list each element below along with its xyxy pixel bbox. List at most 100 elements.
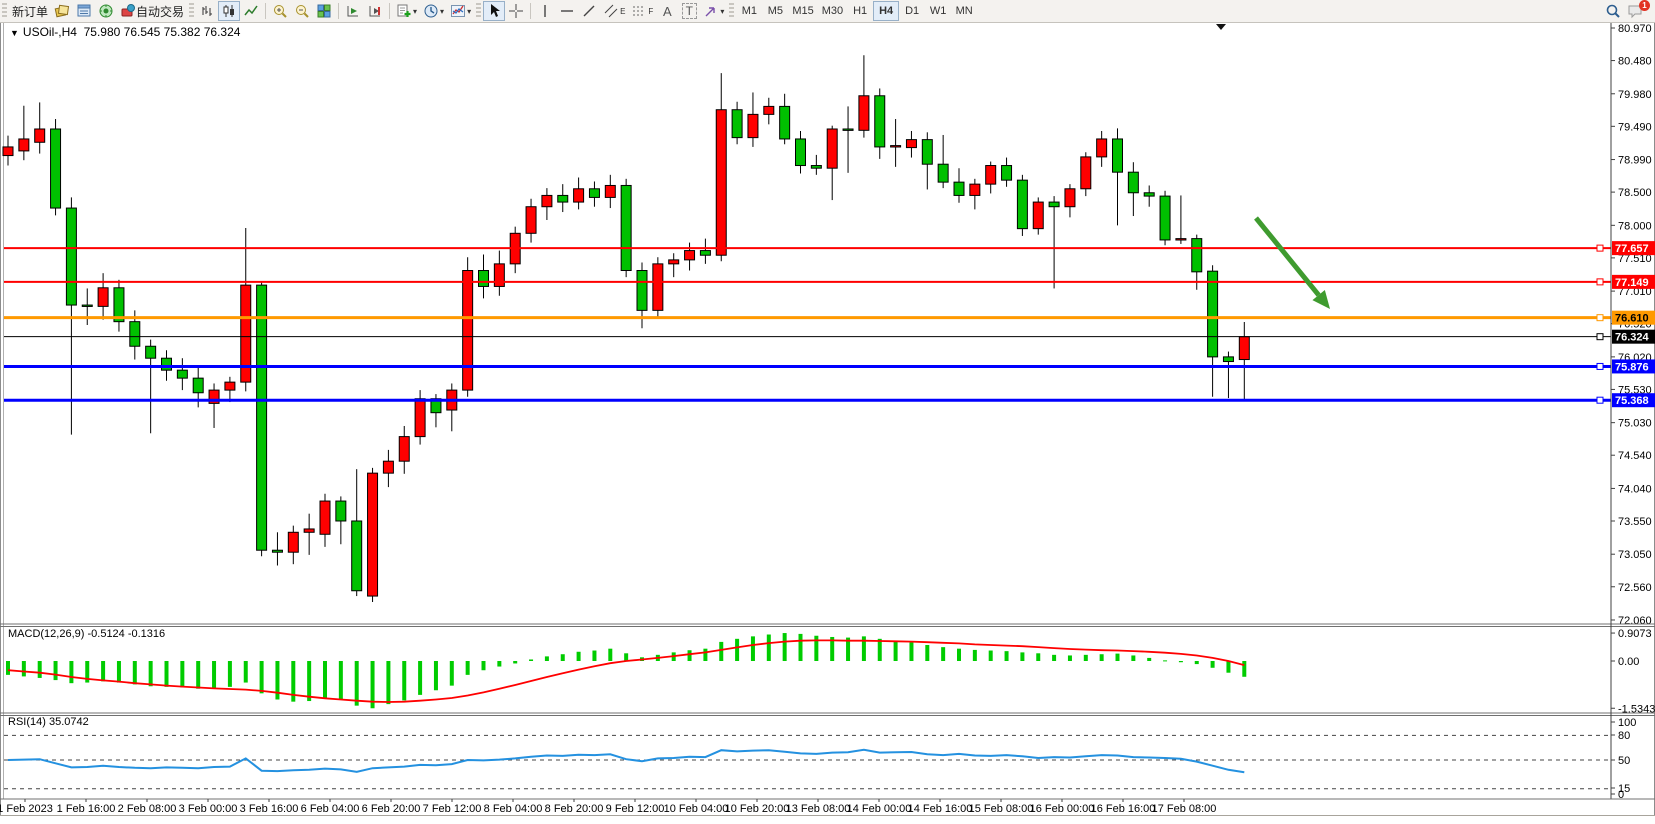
candle bbox=[287, 531, 299, 553]
data-window-button[interactable] bbox=[73, 1, 95, 21]
tile-windows-button[interactable] bbox=[313, 1, 335, 21]
toolbar-grip[interactable] bbox=[2, 3, 7, 19]
candle bbox=[176, 369, 188, 379]
candle bbox=[256, 284, 268, 551]
periods-button[interactable]: ▾ bbox=[420, 1, 447, 21]
candle bbox=[874, 95, 886, 148]
macd-bar bbox=[1052, 654, 1057, 661]
candle bbox=[636, 270, 648, 311]
macd-bar bbox=[877, 638, 882, 661]
trendline-button[interactable] bbox=[578, 1, 600, 21]
new-order-button[interactable]: 新订单 bbox=[9, 1, 51, 21]
candle bbox=[97, 287, 109, 307]
candle bbox=[1175, 238, 1187, 241]
macd-bar bbox=[433, 661, 438, 691]
svg-text:80: 80 bbox=[1618, 730, 1630, 742]
svg-text:79.980: 79.980 bbox=[1618, 89, 1652, 101]
line-anchor bbox=[1596, 244, 1604, 252]
candle bbox=[1016, 179, 1028, 230]
svg-text:76.610: 76.610 bbox=[1615, 313, 1649, 325]
fibonacci-button[interactable]: F bbox=[628, 1, 656, 21]
navigator-icon bbox=[99, 4, 113, 18]
toolbar-grip[interactable] bbox=[189, 3, 195, 19]
macd-bar bbox=[750, 636, 755, 661]
macd-bar bbox=[560, 654, 565, 661]
line-chart-button[interactable] bbox=[240, 1, 262, 21]
label-icon: T bbox=[681, 3, 697, 19]
channel-button[interactable]: E bbox=[600, 1, 628, 21]
candle bbox=[1191, 238, 1203, 273]
vertical-line-button[interactable] bbox=[534, 1, 556, 21]
price-line-label bbox=[1612, 393, 1655, 408]
svg-text:10 Feb 20:00: 10 Feb 20:00 bbox=[725, 803, 790, 815]
text-button[interactable]: A bbox=[656, 1, 678, 21]
chart-symbol-period: USOil-,H4 bbox=[22, 25, 77, 39]
horizontal-line-button[interactable] bbox=[556, 1, 578, 21]
macd-bar bbox=[53, 661, 58, 681]
timeframe-mn-button[interactable]: MN bbox=[951, 1, 977, 21]
timeframe-m30-button[interactable]: M30 bbox=[818, 1, 847, 21]
indicators-icon bbox=[451, 5, 466, 17]
bar-chart-button[interactable] bbox=[196, 1, 218, 21]
svg-text:16 Feb 00:00: 16 Feb 00:00 bbox=[1030, 803, 1095, 815]
timeframe-d1-button[interactable]: D1 bbox=[899, 1, 925, 21]
macd-bar bbox=[766, 634, 771, 661]
chart-title-expander-icon[interactable]: ▼ bbox=[10, 28, 19, 38]
macd-bar bbox=[212, 661, 217, 689]
timeframe-h4-button[interactable]: H4 bbox=[873, 1, 900, 21]
macd-bar bbox=[243, 661, 248, 683]
macd-bar bbox=[1020, 652, 1025, 661]
new-chart-button[interactable]: ▾ bbox=[393, 1, 420, 21]
search-button[interactable] bbox=[1602, 1, 1624, 21]
candle bbox=[367, 472, 379, 597]
fibonacci-icon bbox=[633, 6, 646, 16]
label-button[interactable]: T bbox=[678, 1, 700, 21]
toolbar-grip[interactable] bbox=[729, 3, 735, 19]
candle bbox=[1222, 356, 1234, 363]
candle bbox=[1143, 192, 1155, 197]
macd-bar bbox=[1099, 654, 1104, 661]
svg-text:7 Feb 12:00: 7 Feb 12:00 bbox=[423, 803, 482, 815]
timeframe-m5-button[interactable]: M5 bbox=[762, 1, 788, 21]
navigator-button[interactable] bbox=[95, 1, 117, 21]
macd-bar bbox=[719, 641, 724, 661]
macd-bar bbox=[402, 661, 407, 701]
timeframe-w1-button[interactable]: W1 bbox=[925, 1, 951, 21]
timeframe-h1-button[interactable]: H1 bbox=[847, 1, 873, 21]
price-line-label bbox=[1612, 329, 1655, 344]
candlestick-chart-button[interactable] bbox=[218, 1, 241, 21]
candle bbox=[620, 184, 632, 272]
autotrading-button[interactable]: 自动交易 bbox=[117, 1, 187, 21]
candle bbox=[699, 250, 711, 256]
arrows-button[interactable]: ▾ bbox=[700, 1, 727, 21]
chart-collapse-marker[interactable] bbox=[1216, 24, 1226, 30]
macd-bar bbox=[418, 661, 423, 695]
tile-windows-icon bbox=[317, 4, 331, 18]
macd-bar bbox=[941, 647, 946, 661]
timeframe-m15-button[interactable]: M15 bbox=[788, 1, 817, 21]
market-watch-button[interactable] bbox=[51, 1, 73, 21]
chart-shift-button[interactable] bbox=[364, 1, 386, 21]
zoom-out-button[interactable] bbox=[291, 1, 313, 21]
indicators-button[interactable]: ▾ bbox=[447, 1, 474, 21]
chart-shift-icon bbox=[369, 6, 381, 17]
candle bbox=[271, 549, 283, 553]
toolbar-grip[interactable] bbox=[476, 3, 482, 19]
candle bbox=[1112, 138, 1123, 173]
autotrading-label: 自动交易 bbox=[136, 4, 185, 19]
candle bbox=[810, 165, 822, 169]
timeframe-m1-button[interactable]: M1 bbox=[736, 1, 762, 21]
candle bbox=[18, 138, 30, 152]
macd-panel: 0.9073 0.00 -1.5343 bbox=[6, 628, 1655, 715]
cursor-button[interactable] bbox=[483, 1, 506, 21]
autoscroll-button[interactable] bbox=[342, 1, 364, 21]
candle bbox=[65, 207, 77, 306]
candle bbox=[398, 436, 410, 462]
crosshair-button[interactable] bbox=[505, 1, 527, 21]
data-window-icon bbox=[77, 4, 91, 17]
chat-button[interactable]: 1 bbox=[1624, 0, 1650, 21]
svg-text:10 Feb 04:00: 10 Feb 04:00 bbox=[664, 803, 729, 815]
zoom-in-button[interactable] bbox=[269, 1, 291, 21]
macd-bar bbox=[386, 661, 391, 705]
